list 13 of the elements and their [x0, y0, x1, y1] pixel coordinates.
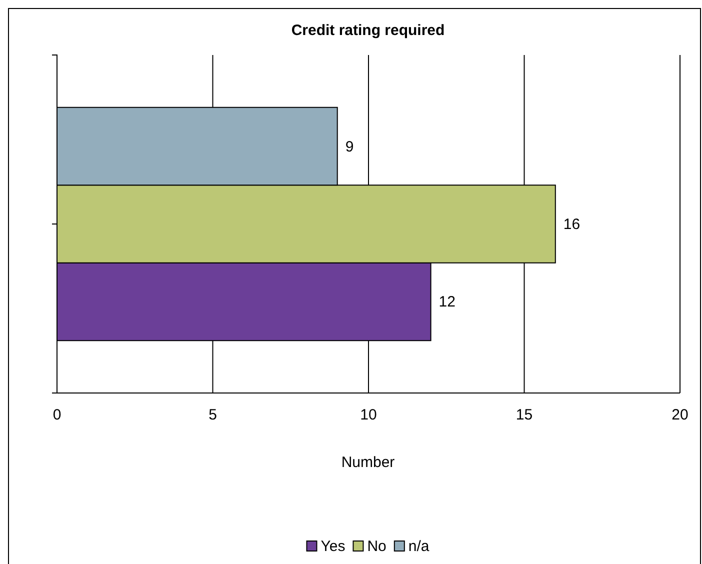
x-tick-label: 10 — [360, 406, 377, 424]
x-axis-title: Number — [341, 454, 395, 471]
legend-label: n/a — [408, 538, 430, 555]
x-tick-label: 20 — [672, 406, 688, 424]
data-label: 16 — [563, 216, 580, 233]
chart-title: Credit rating required — [291, 22, 445, 39]
legend-label: No — [367, 538, 386, 555]
x-tick-label: 5 — [208, 406, 217, 424]
data-label: 12 — [438, 294, 456, 311]
x-tick-label: 15 — [516, 406, 533, 424]
x-tick-label: 0 — [52, 406, 62, 424]
data-label: 9 — [345, 138, 354, 156]
legend-label: Yes — [320, 538, 346, 555]
